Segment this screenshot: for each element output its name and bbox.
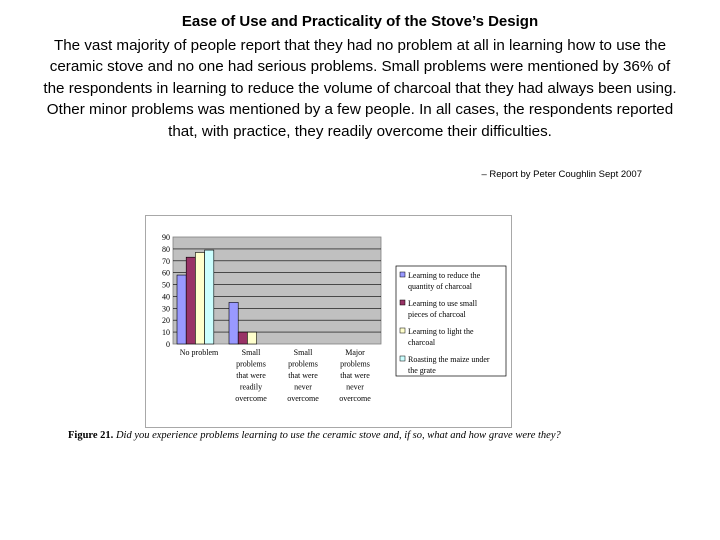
category-label: Major	[345, 348, 365, 357]
y-tick-label: 0	[166, 340, 170, 349]
bar	[176, 274, 187, 345]
legend-label: Learning to light the	[408, 327, 474, 336]
bar	[195, 252, 205, 345]
y-tick-label: 10	[162, 328, 170, 337]
slide-title: Ease of Use and Practicality of the Stov…	[181, 13, 539, 30]
category-label: Small	[242, 348, 261, 357]
category-label: overcome	[339, 394, 371, 403]
figure-caption: Figure 21. Did you experience problems l…	[68, 430, 668, 441]
legend-swatch	[399, 299, 406, 306]
legend-swatch	[399, 355, 406, 362]
category-label: that were	[340, 371, 370, 380]
y-tick-label: 70	[162, 257, 170, 266]
legend-label: the grate	[408, 366, 436, 375]
bar	[228, 302, 239, 345]
legend-label: Learning to use small	[408, 299, 478, 308]
legend-label: Learning to reduce the	[408, 271, 481, 280]
legend-swatch	[399, 271, 406, 278]
y-tick-label: 90	[162, 233, 170, 242]
bar	[237, 331, 248, 345]
bar-chart: 0 10 20 30 40 50 60 70 80 90 No problem Small proble…	[162, 233, 507, 403]
legend-label: Roasting the maize under	[408, 355, 490, 364]
category-label: overcome	[287, 394, 319, 403]
bar	[185, 256, 196, 345]
category-label: never	[294, 383, 312, 392]
legend-box	[395, 265, 507, 377]
category-label: overcome	[235, 394, 267, 403]
y-tick-label: 60	[162, 269, 170, 278]
bar	[247, 331, 257, 345]
figure-text: Did you experience problems learning to …	[115, 430, 561, 441]
y-tick-label: 40	[162, 292, 170, 301]
y-tick-label: 80	[162, 245, 170, 254]
legend-label: quantity of charcoal	[408, 282, 473, 291]
report-byline: – Report by Peter Coughlin Sept 2007	[481, 169, 642, 180]
legend-label: pieces of charcoal	[408, 310, 467, 319]
bar	[204, 249, 215, 345]
chart-frame: 0 10 20 30 40 50 60 70 80 90 No problem Small proble…	[145, 215, 512, 428]
category-label: problems	[340, 360, 370, 369]
legend-label: charcoal	[408, 338, 436, 347]
y-tick-label: 30	[162, 304, 170, 313]
category-label: readily	[240, 383, 262, 392]
figure-label: Figure 21.	[68, 430, 114, 441]
y-tick-label: 50	[162, 281, 170, 290]
category-label: problems	[236, 360, 266, 369]
legend-swatch	[399, 327, 406, 334]
category-label: No problem	[180, 348, 219, 357]
slide-body-text: The vast majority of people report that …	[43, 37, 677, 140]
category-label: never	[346, 383, 364, 392]
category-label: that were	[288, 371, 318, 380]
y-tick-label: 20	[162, 316, 170, 325]
category-label: that were	[236, 371, 266, 380]
category-label: problems	[288, 360, 318, 369]
category-label: Small	[294, 348, 313, 357]
